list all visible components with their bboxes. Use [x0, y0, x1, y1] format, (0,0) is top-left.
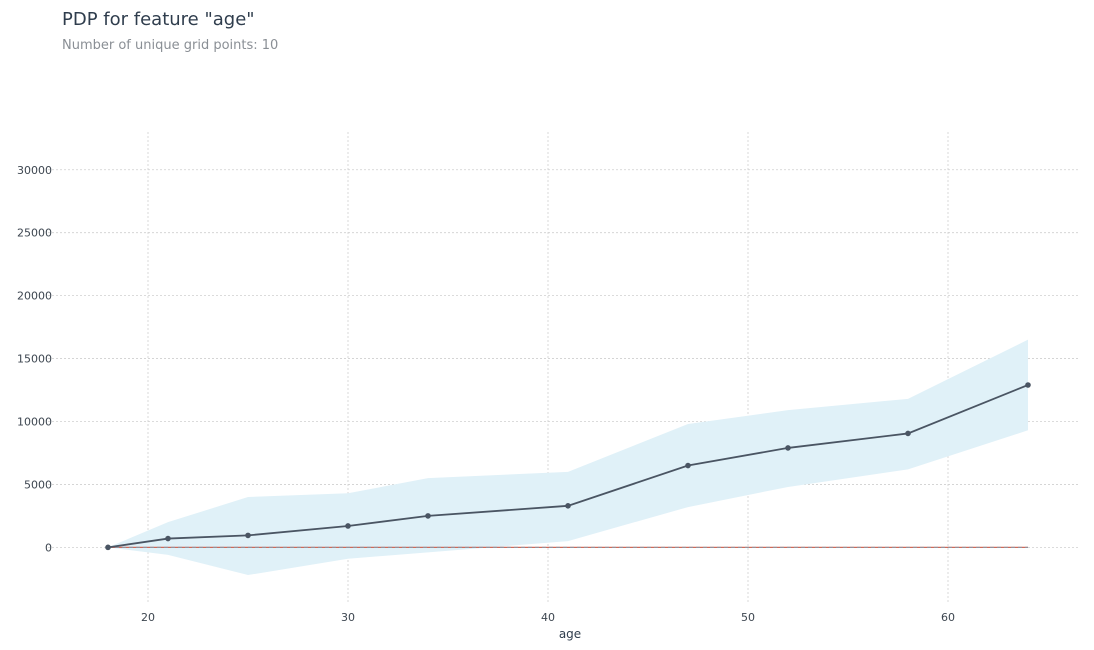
x-axis-label: age [559, 627, 581, 641]
pdp-point [345, 523, 351, 529]
pdp-point [1025, 382, 1031, 388]
confidence-band-layer [108, 339, 1028, 576]
pdp-line [107, 384, 1029, 549]
y-tick-label: 0 [45, 541, 52, 554]
tick-label-layer: 20 30 40 50 60 0 5000 10000 15000 20000 25000 30000 [17, 164, 955, 624]
x-tick-label: 40 [541, 611, 555, 624]
confidence-band [108, 339, 1028, 576]
y-tick-label: 20000 [17, 290, 52, 303]
pdp-point [425, 513, 431, 519]
x-tick-label: 30 [341, 611, 355, 624]
y-tick-label: 15000 [17, 353, 52, 366]
pdp-point [165, 535, 171, 542]
x-tick-label: 20 [141, 611, 155, 624]
pdp-point [785, 445, 791, 451]
y-tick-label: 10000 [17, 415, 52, 428]
pdp-point [685, 462, 691, 469]
pdp-point [905, 430, 911, 437]
pdp-line-layer [105, 382, 1031, 551]
x-tick-label: 50 [741, 611, 755, 624]
y-tick-label: 5000 [24, 478, 52, 491]
chart-subtitle: Number of unique grid points: 10 [62, 38, 279, 53]
pdp-point [105, 544, 111, 551]
chart-title: PDP for feature "age" [62, 9, 255, 30]
pdp-point [565, 503, 571, 509]
y-tick-label: 25000 [17, 227, 52, 240]
y-tick-label: 30000 [17, 164, 52, 177]
pdp-point [245, 532, 251, 539]
x-tick-label: 60 [941, 611, 955, 624]
